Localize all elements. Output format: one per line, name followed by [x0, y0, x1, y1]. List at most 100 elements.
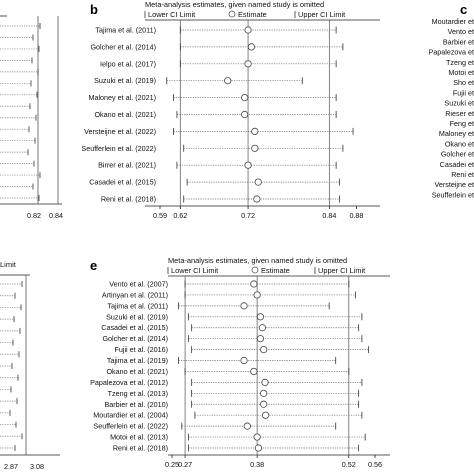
panel-e-legend-upper: Upper CI Limit	[318, 266, 365, 275]
estimate-point	[244, 60, 252, 68]
panel-b-letter: b	[90, 2, 98, 17]
study-label: Vento et al. (2007)	[109, 280, 168, 289]
estimate-point	[254, 178, 262, 186]
study-label: Reni et	[451, 170, 474, 179]
study-label: Suzuki et al. (2019)	[106, 312, 168, 321]
estimate-point	[240, 302, 248, 310]
study-label: Tajima et al. (2011)	[107, 301, 168, 310]
study-label: Birrer et al. (2021)	[98, 161, 156, 170]
study-label: Okano et al. (2021)	[106, 367, 168, 376]
panel-b-legend-upper: Upper CI Limit	[298, 10, 345, 19]
axis-tick-label: 0.88	[349, 211, 363, 220]
study-label: Fujii et al. (2016)	[114, 345, 168, 354]
study-label: Tzeng et	[446, 58, 474, 67]
axis-tick-label: 0.52	[342, 460, 356, 469]
panel-b-legend-lower: Lower CI Limit	[148, 10, 195, 19]
panel-b-legend-estimate: Estimate	[238, 10, 267, 19]
estimate-point	[260, 345, 268, 354]
study-label: Sho et	[453, 78, 474, 87]
panel-d-fragment: Limit 2.87 3.08	[0, 260, 60, 471]
estimate-point	[241, 110, 249, 119]
study-label: Golcher et	[441, 150, 474, 159]
estimate-point	[224, 77, 232, 85]
axis-tick-label: 0.38	[250, 460, 264, 469]
estimate-point	[240, 356, 248, 365]
study-label: Seufferlein et al. (2022)	[93, 422, 168, 431]
study-label: Okano et	[445, 139, 474, 148]
study-label: Ielpo et al. (2017)	[100, 59, 156, 68]
estimate-point	[261, 378, 269, 386]
estimate-point	[258, 324, 266, 332]
estimate-point	[251, 144, 259, 152]
panel-e: e Meta-analysis estimates, given named s…	[90, 256, 390, 469]
study-label: Tajima et al. (2019)	[107, 356, 168, 365]
panel-a-fragment: 0.82 0.84	[0, 15, 63, 220]
axis-tick-label: 0.56	[368, 460, 382, 469]
study-label: Maloney et al. (2021)	[88, 93, 156, 102]
study-label: Versteijne et	[434, 180, 474, 189]
study-label: Vento et	[448, 27, 474, 36]
study-label: Suzuki et	[444, 99, 474, 108]
estimate-point	[253, 195, 261, 203]
study-label: Moutardier et	[432, 17, 474, 26]
estimate-point	[251, 127, 259, 135]
study-label: Barbier et al. (2010)	[104, 400, 168, 409]
estimate-point	[247, 43, 256, 51]
study-label: Reni et al. (2018)	[101, 195, 156, 204]
legend-estimate-marker	[251, 266, 259, 274]
panel-d-tick-label: 3.08	[30, 462, 44, 471]
study-label: Suzuki et al. (2019)	[94, 76, 156, 85]
study-label: Rieser et	[445, 109, 474, 118]
estimate-point	[260, 400, 268, 408]
panel-b-title: Meta-analysis estimates, given named stu…	[145, 0, 324, 9]
estimate-point	[254, 444, 263, 452]
axis-tick-label: 0.59	[153, 211, 167, 220]
study-label: Motoi et	[448, 68, 474, 77]
axis-tick-label: 0.25	[165, 460, 179, 469]
estimate-point	[244, 26, 252, 34]
panel-d-tick-label: 2.87	[4, 462, 18, 471]
study-label: Papalezova et	[428, 48, 474, 57]
study-label: Reni et al. (2018)	[113, 444, 168, 453]
legend-estimate-marker	[228, 10, 236, 18]
estimate-point	[256, 335, 265, 343]
estimate-point	[256, 313, 265, 321]
panel-d-header-fragment: Limit	[0, 260, 17, 269]
study-label: Barbier et	[443, 37, 474, 46]
estimate-point	[262, 411, 270, 419]
study-label: Golcher et al. (2014)	[102, 334, 168, 343]
panel-e-letter: e	[90, 258, 97, 273]
panel-a-tick-label: 0.82	[27, 211, 41, 220]
estimate-point	[250, 280, 258, 288]
study-label: Casadei et	[440, 160, 474, 169]
estimate-point	[260, 389, 268, 397]
study-label: Okano et al. (2021)	[94, 110, 156, 119]
axis-tick-label: 0.72	[241, 211, 255, 220]
estimate-point	[250, 367, 258, 376]
estimate-point	[253, 291, 261, 299]
study-label: Seufferlein et	[432, 190, 474, 199]
panel-b: b Meta-analysis estimates, given named s…	[81, 0, 380, 220]
study-label: Feng et	[450, 119, 474, 128]
panel-e-title: Meta-analysis estimates, given named stu…	[168, 256, 347, 265]
axis-tick-label: 0.84	[322, 211, 336, 220]
study-label: Moutardier et al. (2004)	[93, 411, 168, 420]
study-label: Tzeng et al. (2013)	[108, 389, 168, 398]
study-label: Golcher et al. (2014)	[90, 42, 156, 51]
study-label: Casadei et al. (2015)	[101, 323, 168, 332]
panel-c-letter: c	[460, 2, 467, 17]
study-label: Maloney et	[439, 129, 474, 138]
axis-tick-label: 0.62	[173, 211, 187, 220]
study-label: Papalezova et al. (2012)	[90, 378, 168, 387]
study-label: Tajima et al. (2011)	[95, 26, 156, 35]
panel-e-legend-estimate: Estimate	[261, 266, 290, 275]
axis-tick-label: 0.27	[178, 460, 192, 469]
estimate-point	[241, 94, 249, 102]
panel-a-tick-label: 0.84	[49, 211, 63, 220]
study-label: Motoi et al. (2013)	[110, 433, 168, 442]
panel-e-legend-lower: Lower CI Limit	[171, 266, 218, 275]
estimate-point	[243, 422, 251, 430]
estimate-point	[253, 433, 261, 441]
